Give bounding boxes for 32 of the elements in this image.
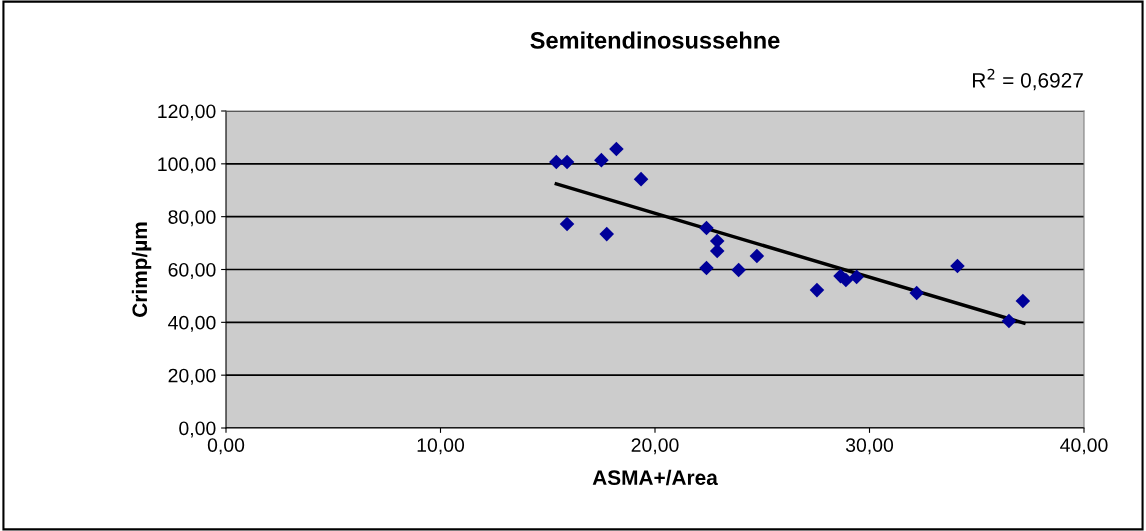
point xyxy=(594,152,609,168)
y-tick-label: 80,00 xyxy=(168,210,216,227)
x-tick-label: 40,00 xyxy=(1060,438,1108,455)
point xyxy=(559,216,575,232)
point xyxy=(599,226,615,242)
y-tick-label: 40,00 xyxy=(168,315,216,332)
point xyxy=(849,269,864,285)
point xyxy=(609,141,624,157)
point xyxy=(809,282,825,298)
point xyxy=(749,248,765,264)
x-tick-label: 10,00 xyxy=(417,438,465,455)
point xyxy=(731,262,746,278)
point xyxy=(559,154,575,170)
point xyxy=(1001,313,1017,329)
chart-title: Semitendinosussehne xyxy=(530,31,780,49)
text: R$^{2}$ = 0,6927 xyxy=(973,68,1083,91)
point xyxy=(633,171,649,187)
x-tick-label: 0,00 xyxy=(207,438,245,455)
point xyxy=(699,260,714,276)
y-tick-label: 0,00 xyxy=(179,421,216,438)
point xyxy=(950,258,965,274)
x-axis-title: ASMA+/Area xyxy=(592,469,718,486)
x-tick-label: 20,00 xyxy=(631,438,679,455)
point xyxy=(1015,293,1031,309)
x-tick-label: 30,00 xyxy=(845,438,894,455)
y-tick-label: 100,00 xyxy=(158,157,216,174)
y-tick-label: 120,00 xyxy=(158,104,216,121)
y-tick-label: 20,00 xyxy=(168,368,216,385)
y-tick-label: 60,00 xyxy=(168,262,216,280)
y-axis-title: Crimp/µm xyxy=(131,222,152,317)
point xyxy=(909,285,924,301)
point xyxy=(699,220,714,236)
